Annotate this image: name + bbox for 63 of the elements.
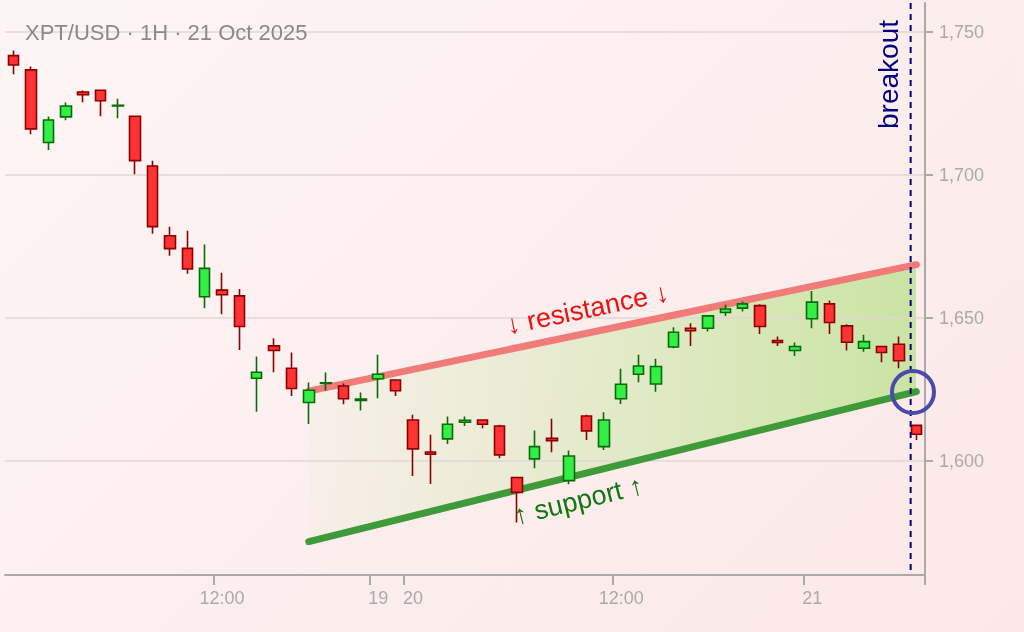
candlestick xyxy=(181,229,194,275)
candlestick xyxy=(233,288,246,351)
candlestick xyxy=(215,271,229,315)
candlestick xyxy=(406,414,420,477)
candlestick xyxy=(128,115,142,176)
candlestick xyxy=(545,418,559,454)
x-tick-label: 12:00 xyxy=(598,588,644,608)
candlestick xyxy=(840,323,854,352)
candlestick xyxy=(892,335,906,370)
x-tick-label: 12:00 xyxy=(199,588,245,608)
y-tick-label: 1,700 xyxy=(939,164,985,185)
candlestick xyxy=(267,337,281,374)
candlestick xyxy=(875,345,888,364)
x-tick-label: 20 xyxy=(402,588,423,608)
candlestick xyxy=(493,424,506,460)
candlestick xyxy=(59,101,73,122)
candlestick xyxy=(649,357,663,393)
candlestick xyxy=(163,225,177,257)
candlestick xyxy=(476,419,489,430)
annotation: ↓ resistance ↓ xyxy=(503,277,672,341)
candlestick xyxy=(823,299,836,335)
y-tick-label: 1,600 xyxy=(939,450,985,471)
x-tick-label: 21 xyxy=(802,588,823,608)
candlestick xyxy=(285,351,298,397)
candlestick xyxy=(805,290,819,329)
candlestick xyxy=(441,415,454,445)
candlestick xyxy=(684,322,697,347)
candlestick xyxy=(580,414,593,441)
candlestick xyxy=(76,89,90,104)
candlestick xyxy=(614,367,628,405)
candlestick xyxy=(736,300,749,313)
candlestick xyxy=(24,65,38,136)
candlestick xyxy=(94,89,107,118)
candlestick xyxy=(857,333,871,353)
candlestick xyxy=(146,160,159,235)
candlestick xyxy=(111,98,125,120)
candlestick xyxy=(510,476,524,524)
candlestick xyxy=(42,115,55,151)
text: XPT/USD · 1H · 21 Oct 2025 xyxy=(25,19,308,45)
y-tick-label: 1,650 xyxy=(939,307,985,328)
text: breakout xyxy=(873,20,905,129)
y-tick-label: 1,750 xyxy=(939,21,985,42)
candlestick xyxy=(337,382,350,406)
candlestick xyxy=(7,49,20,76)
annotation: ↑ support ↑ xyxy=(510,470,646,531)
candlestick xyxy=(597,411,611,451)
candlestick xyxy=(198,243,211,309)
candlestick xyxy=(250,355,263,413)
candlestick xyxy=(701,315,715,333)
x-tick-label: 19 xyxy=(368,588,389,608)
candlestick xyxy=(753,303,767,335)
candlestick xyxy=(788,341,802,357)
candlestick xyxy=(319,371,333,392)
candlestick xyxy=(528,429,541,470)
candlestick xyxy=(424,434,437,485)
candlestick xyxy=(632,353,645,384)
candlestick xyxy=(667,326,680,349)
candlestick xyxy=(354,391,368,412)
candlestick xyxy=(371,353,385,400)
candlestick xyxy=(458,415,472,427)
candlestick xyxy=(302,381,316,425)
candlestick xyxy=(719,303,732,317)
candlestick xyxy=(389,379,402,397)
